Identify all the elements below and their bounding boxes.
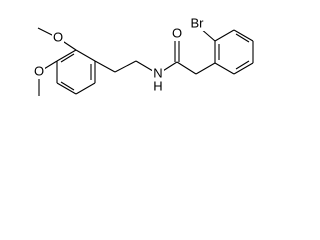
label-bg [33,65,45,79]
bond [114,60,137,73]
bond [233,62,254,75]
double-bond-inner [60,81,75,91]
atom-label: H [153,78,162,93]
bond [56,82,77,95]
bond [233,29,254,42]
atom-labels: O O N H O Br [33,15,206,93]
double-bond-inner [235,60,250,70]
label-bg [171,27,183,41]
atom-label: O [53,29,63,44]
label-bg [152,67,164,93]
bond [75,49,96,62]
bond [176,61,197,75]
double-bond-inner [60,53,75,63]
double-bond-inner [235,33,250,43]
label-bg [52,31,64,45]
atom-label: O [34,63,44,78]
atom-label: Br [191,15,205,30]
bond [75,82,96,95]
bond [214,62,235,75]
atom-label: O [172,25,182,40]
bonds [37,27,254,96]
bond [214,29,235,42]
structure-diagram: O O N H O Br [33,15,254,96]
label-bg [188,17,206,31]
bond [94,60,116,73]
bond [56,49,77,62]
atom-label: N [153,65,162,80]
bond [195,62,216,75]
